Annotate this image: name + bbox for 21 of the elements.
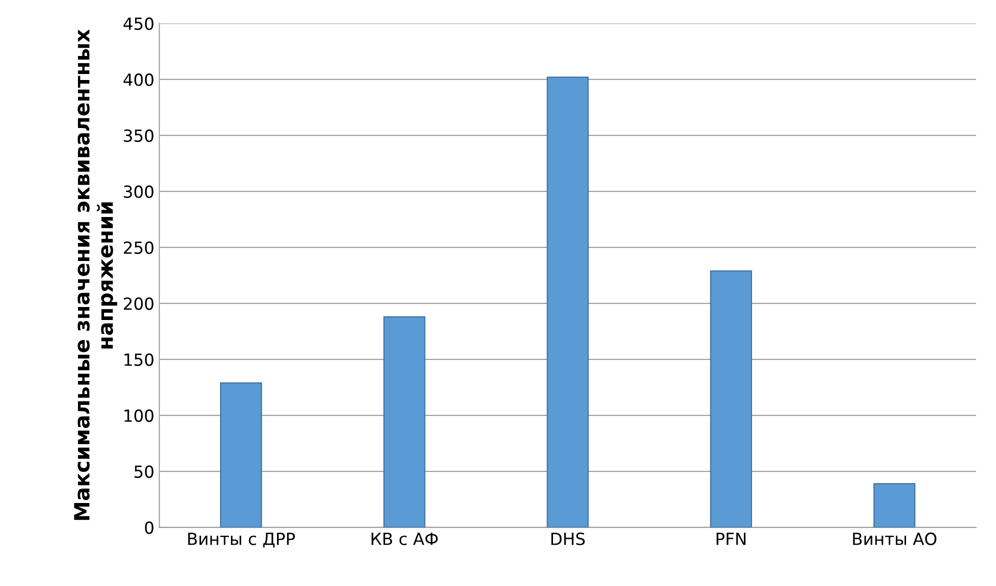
- x-tick-label: DHS: [551, 532, 585, 546]
- y-tick-label: 50: [134, 465, 154, 478]
- bar: [873, 483, 916, 528]
- x-tick-label: КВ с АФ: [372, 532, 438, 546]
- y-tick-label: 450: [124, 17, 154, 30]
- y-tick-label: 300: [124, 185, 154, 198]
- y-tick-label: 150: [124, 353, 154, 366]
- bar: [220, 382, 262, 528]
- x-tick-label: PFN: [716, 532, 746, 545]
- bar: [383, 316, 426, 528]
- y-tick-label: 0: [144, 521, 154, 534]
- x-tick-label: Винты с ДРР: [188, 532, 295, 548]
- bar: [710, 270, 752, 528]
- y-tick-label: 400: [124, 73, 154, 86]
- y-axis-title: Максимальные значения эквивалентных напряжений: [74, 29, 118, 520]
- bar: [546, 76, 589, 528]
- x-tick-label: Винты АО: [853, 532, 936, 546]
- y-tick-label: 200: [124, 297, 154, 310]
- y-tick-label: 100: [124, 409, 154, 422]
- y-tick-label: 250: [124, 241, 154, 254]
- y-tick-label: 350: [124, 129, 154, 142]
